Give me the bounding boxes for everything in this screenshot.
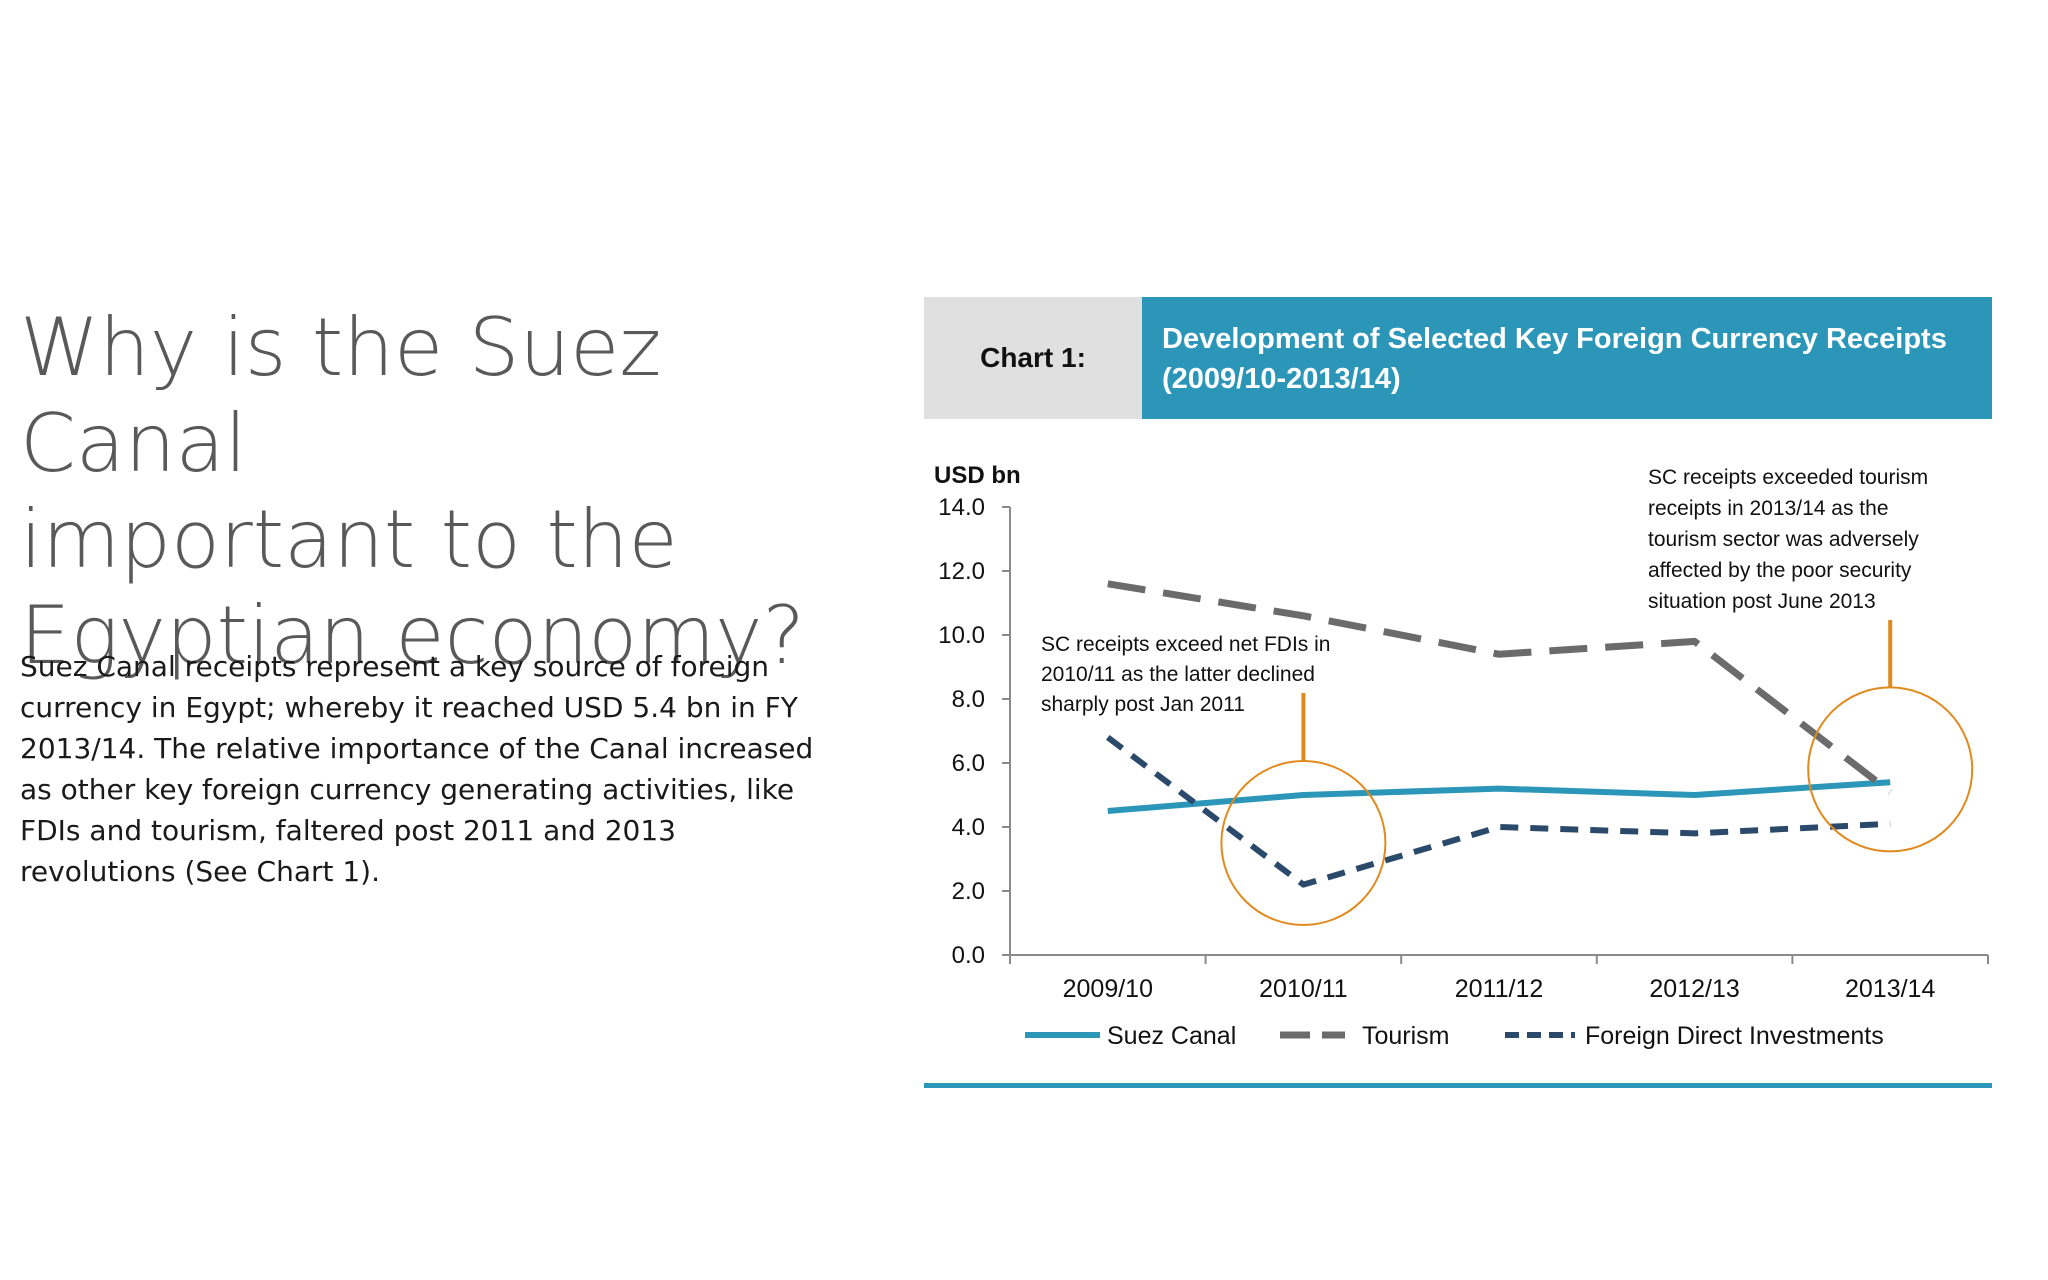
x-tick-label: 2012/13 [1649, 975, 1739, 1003]
x-tick-label: 2009/10 [1063, 975, 1153, 1003]
chart-label: Chart 1: [924, 297, 1142, 419]
x-tick-label: 2010/11 [1259, 975, 1348, 1003]
series-line-suez-canal [1107, 779, 1891, 814]
chart-title-line: Development of Selected Key Foreign Curr… [1162, 323, 1947, 355]
x-tick-label: 2013/14 [1845, 975, 1935, 1003]
annotation-text: 2010/11 as the latter declined [1041, 663, 1315, 686]
y-tick-label: 4.0 [952, 814, 985, 841]
slide-title: Why is the Suez Canal important to the E… [20, 300, 900, 684]
annotation-text: tourism sector was adversely [1648, 528, 1919, 551]
chart-title-line: (2009/10-2013/14) [1162, 363, 1401, 395]
legend-label: Suez Canal [1107, 1022, 1236, 1050]
y-tick-label: 6.0 [952, 750, 985, 777]
slide-title-line: Egyptian economy? [20, 589, 805, 682]
annotation-circle [1220, 760, 1387, 926]
annotation-text: receipts in 2013/14 as the [1648, 497, 1889, 520]
x-tick-label: 2011/12 [1455, 975, 1544, 1003]
y-tick-label: 0.0 [952, 942, 985, 969]
annotation-text: SC receipts exceeded tourism [1648, 466, 1928, 489]
annotation-text: affected by the poor security [1648, 559, 1912, 582]
chart-title: Development of Selected Key Foreign Curr… [1142, 297, 1992, 419]
y-axis-label: USD bn [934, 462, 1021, 489]
series-line-foreign-direct-investments [1105, 735, 1891, 888]
slide-title-line: Why is the Suez Canal [20, 301, 662, 490]
annotation-text: sharply post Jan 2011 [1041, 693, 1245, 716]
legend-label: Foreign Direct Investments [1585, 1022, 1884, 1050]
annotation-text: situation post June 2013 [1648, 590, 1876, 613]
slide-title-line: important to the [20, 493, 678, 586]
annotation-text: SC receipts exceed net FDIs in [1041, 633, 1330, 656]
y-tick-label: 12.0 [938, 558, 985, 585]
slide-body-text: Suez Canal receipts represent a key sour… [20, 650, 814, 888]
legend-label: Tourism [1362, 1022, 1450, 1050]
chart-bottom-rule [924, 1083, 1992, 1088]
y-tick-label: 2.0 [952, 878, 985, 905]
series-line-tourism [1107, 580, 1893, 795]
y-tick-label: 14.0 [938, 494, 985, 521]
y-tick-label: 10.0 [938, 622, 985, 649]
chart-header: Chart 1: Development of Selected Key For… [924, 297, 1992, 419]
y-tick-label: 8.0 [952, 686, 985, 713]
